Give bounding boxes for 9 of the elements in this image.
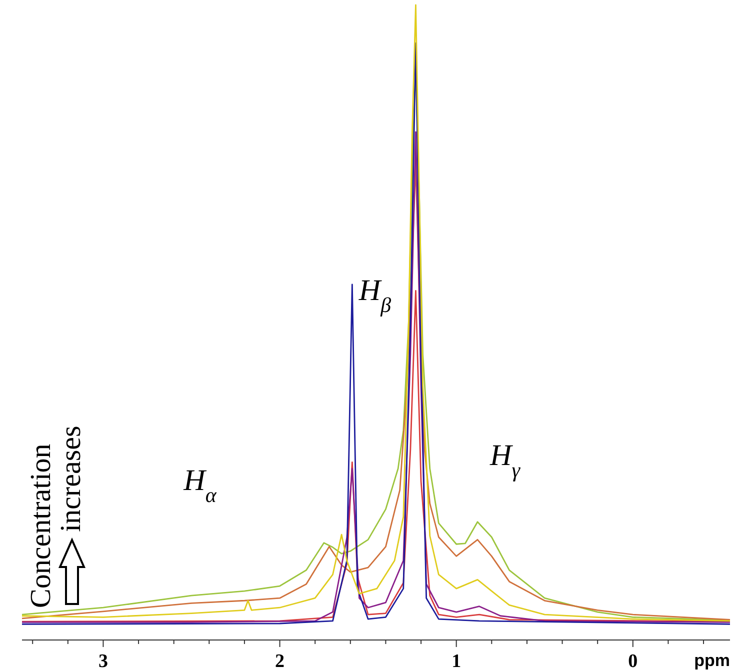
annotation: H$_{β}$ [358,274,392,317]
x-tick-label: 1 [452,651,462,672]
annotation: Concentration increases [25,426,87,608]
annotation: H$_{γ}$ [489,439,521,482]
x-tick-label: 2 [275,651,285,672]
x-axis-title: ppm [694,651,730,670]
annotation: H$_{α}$ [182,464,218,507]
x-tick-label: 3 [98,651,108,672]
x-tick-label: 0 [628,651,638,672]
